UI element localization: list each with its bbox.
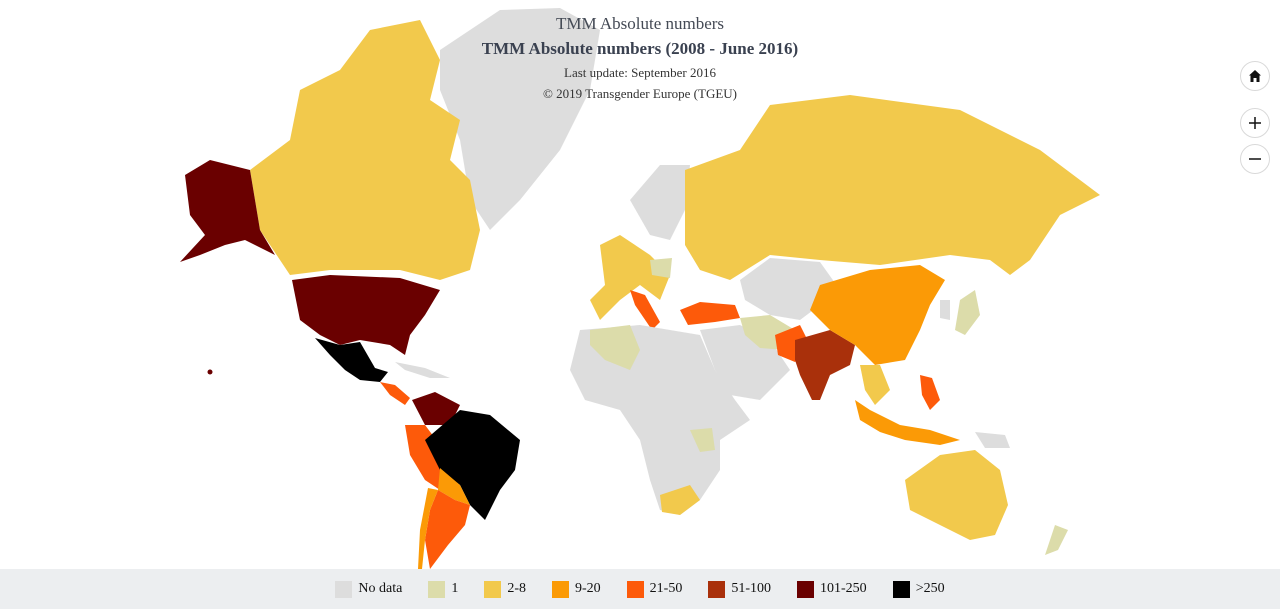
- legend-item-21-50[interactable]: 21-50: [626, 580, 683, 598]
- legend-item-no-data[interactable]: No data: [335, 580, 403, 598]
- region-indonesia[interactable]: [855, 400, 960, 445]
- region-algeria[interactable]: [590, 325, 640, 370]
- region-turkey[interactable]: [680, 302, 740, 325]
- region-italy[interactable]: [630, 290, 660, 330]
- legend-swatch: [428, 580, 446, 598]
- legend-label: >250: [915, 581, 945, 596]
- region-alaska[interactable]: [180, 160, 275, 262]
- legend-label: 21-50: [649, 581, 683, 596]
- region-europe-west[interactable]: [590, 235, 670, 320]
- legend-swatch: [484, 580, 502, 598]
- region-russia[interactable]: [685, 95, 1100, 280]
- region-south-africa[interactable]: [660, 485, 700, 515]
- region-canada[interactable]: [250, 20, 480, 280]
- region-eastern-europe[interactable]: [650, 258, 672, 278]
- legend-swatch: [626, 580, 644, 598]
- minus-icon: [1249, 158, 1261, 160]
- region-venezuela[interactable]: [412, 392, 460, 425]
- legend-swatch: [797, 580, 815, 598]
- home-button[interactable]: [1240, 61, 1270, 91]
- region-africa[interactable]: [570, 325, 750, 515]
- legend-label: 1: [451, 581, 459, 596]
- legend-swatch: [892, 580, 910, 598]
- region-east-africa[interactable]: [690, 428, 715, 452]
- legend-swatch: [708, 580, 726, 598]
- region-australia[interactable]: [905, 450, 1008, 540]
- region-se-asia[interactable]: [860, 365, 890, 405]
- region-greenland[interactable]: [440, 8, 600, 230]
- zoom-out-button[interactable]: [1240, 144, 1270, 174]
- region-caribbean[interactable]: [395, 362, 450, 378]
- region-brazil[interactable]: [425, 410, 520, 520]
- region-argentina[interactable]: [425, 490, 470, 569]
- region-korea[interactable]: [940, 300, 950, 320]
- legend-label: No data: [358, 581, 403, 596]
- region-usa[interactable]: [292, 275, 440, 355]
- legend-item-101-250[interactable]: 101-250: [797, 580, 867, 598]
- legend: No data 1 2-8 9-20 21-50 51-100 101-250 …: [0, 569, 1280, 609]
- region-mexico[interactable]: [315, 338, 388, 382]
- legend-swatch: [335, 580, 353, 598]
- legend-item-over-250[interactable]: >250: [892, 580, 945, 598]
- zoom-in-button[interactable]: [1240, 108, 1270, 138]
- legend-item-2-8[interactable]: 2-8: [484, 580, 526, 598]
- legend-item-1[interactable]: 1: [428, 580, 459, 598]
- plus-icon: [1249, 117, 1261, 129]
- legend-item-9-20[interactable]: 9-20: [552, 580, 601, 598]
- region-china[interactable]: [810, 265, 945, 365]
- legend-label: 2-8: [507, 581, 526, 596]
- legend-label: 101-250: [820, 581, 867, 596]
- region-philippines[interactable]: [920, 375, 940, 410]
- legend-label: 9-20: [575, 581, 601, 596]
- region-new-zealand[interactable]: [1045, 525, 1068, 555]
- legend-swatch: [552, 580, 569, 598]
- region-japan[interactable]: [955, 290, 980, 335]
- region-hawaii[interactable]: [207, 369, 213, 375]
- region-chile[interactable]: [418, 488, 438, 569]
- region-central-america[interactable]: [380, 382, 410, 405]
- map-area[interactable]: [0, 0, 1280, 569]
- legend-item-51-100[interactable]: 51-100: [708, 580, 772, 598]
- legend-label: 51-100: [731, 581, 772, 596]
- world-map[interactable]: [0, 0, 1280, 569]
- home-icon: [1249, 70, 1261, 82]
- region-bolivia[interactable]: [438, 468, 470, 505]
- region-papua[interactable]: [975, 432, 1010, 448]
- region-india[interactable]: [795, 330, 855, 400]
- region-scandinavia[interactable]: [630, 165, 690, 240]
